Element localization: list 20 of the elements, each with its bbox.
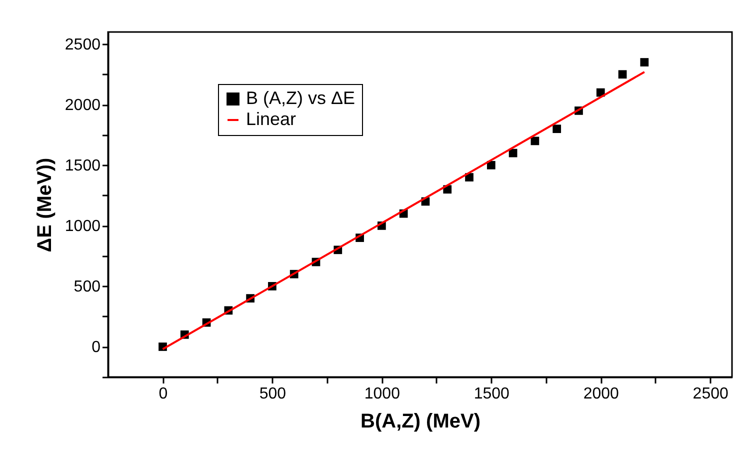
legend-label: B (A,Z) vs ΔE (246, 88, 356, 108)
x-tick-label: 2500 (692, 386, 729, 402)
y-tick-label: 2500 (64, 36, 101, 54)
y-tick-label: 1500 (64, 158, 101, 175)
x-tick-label: 2000 (583, 386, 620, 402)
y-tick-label: 1000 (64, 218, 101, 236)
x-tick-label: 0 (158, 386, 168, 402)
y-tick-label: 500 (74, 278, 101, 296)
x-axis-title: B(A,Z) (MeV) (360, 410, 480, 432)
point (640, 58, 649, 66)
y-axis-title: ΔE (MeV)) (34, 158, 56, 252)
point (618, 70, 627, 79)
x-tick-label: 500 (259, 386, 286, 402)
x-tick-label: 1000 (364, 386, 400, 402)
y-tick-label: 2000 (64, 97, 101, 114)
point (552, 124, 562, 134)
y-tick-label: 0 (92, 339, 101, 356)
legend-label: Linear (246, 109, 296, 129)
x-tick-label: 1500 (474, 386, 510, 402)
point (486, 160, 496, 170)
